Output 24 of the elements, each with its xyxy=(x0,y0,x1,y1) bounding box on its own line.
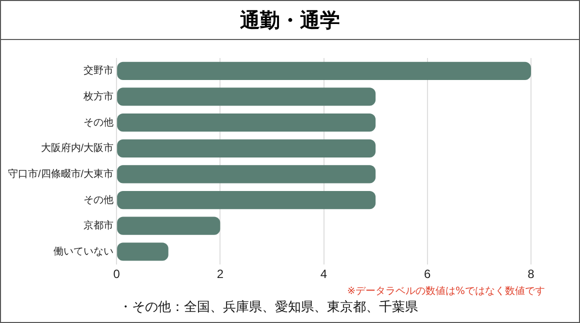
x-tick-label: 8 xyxy=(528,267,535,282)
y-tick-label: その他 xyxy=(84,194,114,206)
x-tick-label: 2 xyxy=(216,267,224,282)
y-tick-label: 交野市 xyxy=(84,64,114,77)
text: ・その他：全国、兵庫県、愛知県、東京都、千葉県 xyxy=(119,299,418,316)
x-tick-label: 4 xyxy=(320,267,328,282)
chart-title: 通勤・通学 xyxy=(1,1,579,40)
bar xyxy=(117,114,376,132)
text: ※データラベルの数値は%ではなく数値です xyxy=(347,285,545,298)
bar xyxy=(117,88,376,106)
y-tick-label: 働いていない xyxy=(54,245,114,258)
x-tick-label: 0 xyxy=(113,267,120,282)
x-tick-label: 6 xyxy=(424,267,432,282)
bar xyxy=(117,139,376,158)
bar xyxy=(117,242,168,261)
bar xyxy=(117,62,531,80)
bar xyxy=(117,216,220,235)
y-tick-label: 守口市/四條畷市/大東市 xyxy=(8,168,114,180)
y-tick-label: 大阪府内/大阪市 xyxy=(40,142,114,154)
y-tick-label: 京都市 xyxy=(84,220,114,232)
bar xyxy=(117,165,376,184)
bar xyxy=(117,190,376,210)
y-tick-label: 枚方市 xyxy=(82,90,114,102)
y-tick-label: その他 xyxy=(84,116,114,128)
